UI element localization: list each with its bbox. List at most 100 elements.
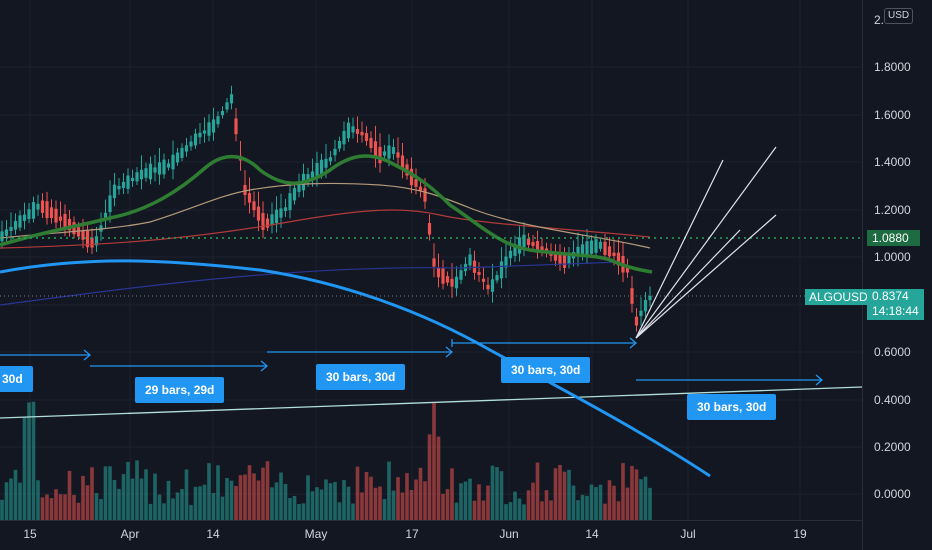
volume-bar <box>54 489 58 520</box>
time-tick: 17 <box>405 527 419 541</box>
volume-bar <box>117 488 121 520</box>
volume-bar <box>40 497 45 520</box>
volume-bar <box>616 501 621 520</box>
candle-body <box>90 237 94 248</box>
volume-bar <box>274 482 279 520</box>
volume-bar <box>634 469 639 520</box>
candle-body <box>18 215 22 228</box>
candle-body <box>567 254 571 264</box>
candle-body <box>342 130 346 145</box>
candle-body <box>540 246 544 251</box>
volume-bar <box>112 480 117 520</box>
volume-bar <box>472 500 477 520</box>
candle-body <box>193 133 198 146</box>
volume-bar <box>234 486 238 520</box>
candle-body <box>580 244 585 255</box>
price-axis-separator <box>862 0 863 550</box>
volume-bar <box>585 495 589 520</box>
volume-bar <box>526 490 531 520</box>
date-range-label[interactable]: 30 bars, 30d <box>687 394 777 420</box>
candle-body <box>522 234 526 248</box>
candle-body <box>517 237 522 254</box>
candle-body <box>612 252 616 256</box>
candle-body <box>490 279 495 292</box>
volume-bar <box>373 487 378 520</box>
date-range-label[interactable]: 30 bars, 30d <box>316 364 406 390</box>
candle-body <box>558 254 562 264</box>
candle-body <box>130 177 135 182</box>
candle-body <box>94 236 99 246</box>
volume-bar <box>31 401 36 520</box>
price-tick: 1.4000 <box>874 155 911 169</box>
date-range-label[interactable]: 30 bars, 30d <box>501 357 591 383</box>
currency-badge[interactable]: USD <box>884 8 914 24</box>
volume-bar <box>184 469 189 520</box>
volume-bar <box>598 484 603 520</box>
time-tick: 14 <box>585 527 599 541</box>
candle-body <box>261 213 265 230</box>
candle-body <box>414 179 418 187</box>
volume-bar <box>328 483 333 520</box>
candle-body <box>333 148 337 156</box>
volume-bar <box>18 482 22 520</box>
candle-body <box>337 140 342 149</box>
candle-body <box>441 268 445 284</box>
candle-body <box>144 168 148 178</box>
volume-bar <box>495 467 499 520</box>
candle-body <box>526 238 531 245</box>
volume-bar <box>166 480 171 520</box>
volume-bar <box>243 474 247 520</box>
volume-bar <box>558 464 562 520</box>
volume-bar <box>643 476 648 520</box>
candle-body <box>603 241 607 255</box>
candle-body <box>346 122 351 139</box>
candle-body <box>0 231 4 242</box>
volume-bar <box>58 494 63 520</box>
candle-body <box>85 230 90 248</box>
candle-body <box>148 163 153 180</box>
volume-bar <box>450 468 454 520</box>
candle-body <box>283 207 288 212</box>
candle-body <box>576 246 580 257</box>
candle-body <box>31 202 36 219</box>
candle-body <box>585 241 589 256</box>
time-axis-separator <box>0 520 862 521</box>
candle-body <box>531 242 535 246</box>
candle-body <box>400 155 405 170</box>
candle-body <box>184 145 189 152</box>
volume-bar <box>409 489 414 520</box>
candle-body <box>220 111 225 116</box>
volume-bar <box>27 402 31 520</box>
volume-bar <box>225 477 229 520</box>
candle-body <box>22 214 27 221</box>
date-range-label[interactable]: 30d <box>0 366 33 392</box>
volume-bar <box>454 502 459 520</box>
candle-body <box>225 102 229 110</box>
volume-bar <box>202 484 207 520</box>
volume-bar <box>45 494 49 520</box>
symbol-label: ALGOUSD <box>805 289 872 305</box>
price-tick: 0.0000 <box>874 487 911 501</box>
price-tick: 1.6000 <box>874 108 911 122</box>
candle-body <box>472 260 477 273</box>
volume-bar <box>513 491 517 520</box>
candle-body <box>297 181 301 192</box>
volume-bar <box>67 470 72 520</box>
volume-bar <box>396 477 400 520</box>
volume-bar <box>148 503 153 520</box>
time-tick: Jun <box>499 527 519 541</box>
time-tick: Jul <box>680 527 696 541</box>
date-range-label[interactable]: 29 bars, 29d <box>135 377 225 403</box>
candle-body <box>535 241 540 252</box>
candle-body <box>306 174 310 183</box>
candle-body <box>58 216 63 221</box>
candle-body <box>153 167 157 173</box>
candle-body <box>639 310 643 317</box>
candle-body <box>234 118 238 135</box>
volume-bar <box>486 485 490 520</box>
candle-body <box>418 186 423 192</box>
volume-bar <box>220 496 225 520</box>
volume-bar <box>103 466 108 520</box>
ma-green-line <box>0 154 653 274</box>
